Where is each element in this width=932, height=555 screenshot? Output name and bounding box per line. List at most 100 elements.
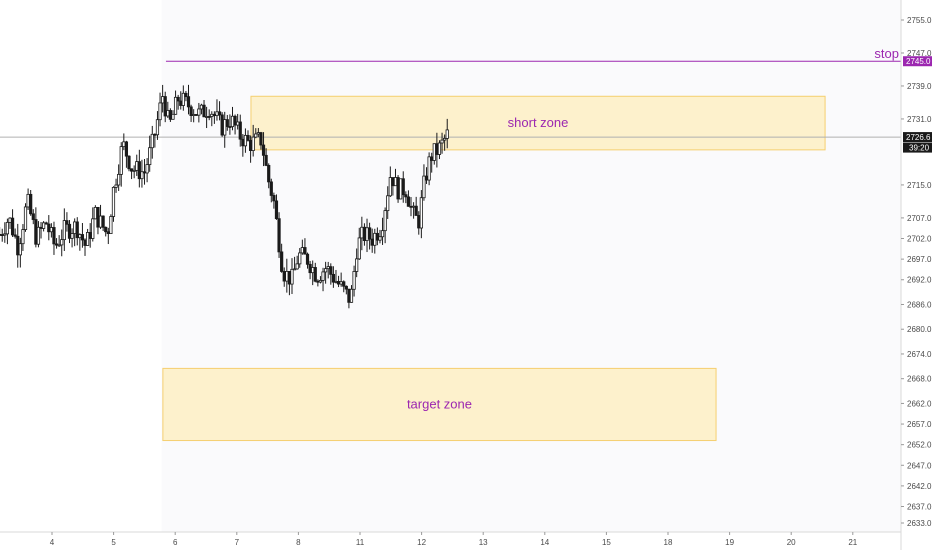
candle-body bbox=[424, 175, 429, 181]
stop-label: stop bbox=[874, 46, 899, 61]
candle-body bbox=[318, 280, 323, 283]
candle-body bbox=[106, 231, 110, 235]
candle-body bbox=[70, 233, 74, 239]
short-zone-box[interactable] bbox=[250, 95, 826, 151]
candle-body bbox=[202, 104, 206, 118]
candle-body bbox=[93, 206, 97, 220]
countdown-tag bbox=[903, 142, 932, 153]
candle-body bbox=[326, 266, 330, 270]
candle-body bbox=[378, 236, 382, 241]
y-tick-label: 2652.0 bbox=[907, 441, 932, 450]
candle-body bbox=[344, 285, 348, 290]
stop-price-tag bbox=[903, 56, 932, 67]
x-tick-label: 7 bbox=[235, 538, 240, 547]
y-tick-label: 2686.0 bbox=[907, 300, 932, 309]
candle-body bbox=[269, 181, 273, 196]
candle-body bbox=[300, 247, 304, 254]
x-tick-label: 14 bbox=[540, 538, 549, 547]
candle-body bbox=[129, 168, 134, 172]
candle-body bbox=[386, 195, 390, 212]
candle-body bbox=[393, 177, 398, 187]
y-tick-label: 2647.0 bbox=[907, 461, 932, 470]
candle-body bbox=[88, 232, 92, 239]
candle-body bbox=[184, 92, 188, 98]
candle-body bbox=[186, 96, 191, 108]
candle-body bbox=[18, 243, 22, 256]
candle-body bbox=[373, 232, 377, 246]
y-tick-label: 2657.0 bbox=[907, 420, 932, 429]
target-zone-box[interactable] bbox=[162, 367, 717, 442]
countdown-tag-label: 39:20 bbox=[909, 144, 930, 153]
candle-body bbox=[399, 178, 403, 200]
candle-body bbox=[124, 141, 129, 157]
y-tick-label: 2697.0 bbox=[907, 255, 932, 264]
candle-body bbox=[163, 96, 167, 117]
candle-body bbox=[194, 114, 198, 116]
candle-body bbox=[119, 146, 123, 175]
x-tick-label: 21 bbox=[848, 538, 857, 547]
x-tick-label: 11 bbox=[356, 538, 365, 547]
candle-body bbox=[347, 288, 351, 303]
x-tick-label: 12 bbox=[417, 538, 426, 547]
candle-body bbox=[411, 205, 416, 208]
candle-body bbox=[375, 232, 379, 241]
candle-body bbox=[117, 173, 121, 186]
candle-body bbox=[303, 247, 307, 255]
candle-body bbox=[406, 196, 411, 207]
candle-body bbox=[199, 104, 204, 110]
current-price-tag-label: 2726.6 bbox=[906, 133, 931, 142]
candle-body bbox=[179, 100, 183, 106]
x-tick-label: 6 bbox=[173, 538, 178, 547]
candle-body bbox=[267, 165, 271, 183]
candle-body bbox=[419, 197, 423, 229]
candle-body bbox=[150, 133, 154, 149]
candle-body bbox=[329, 266, 333, 275]
candle-body bbox=[287, 270, 292, 285]
candle-body bbox=[176, 96, 180, 102]
candle-body bbox=[10, 217, 15, 236]
candle-body bbox=[298, 252, 302, 265]
candle-body bbox=[417, 215, 421, 229]
candle-body bbox=[241, 138, 245, 147]
y-tick-label: 2633.0 bbox=[907, 519, 932, 528]
candle-body bbox=[440, 139, 444, 144]
candle-body bbox=[248, 140, 253, 151]
candle-body bbox=[313, 267, 317, 282]
candle-body bbox=[261, 144, 266, 156]
candle-body bbox=[391, 177, 395, 187]
candle-body bbox=[352, 271, 356, 290]
candle-body bbox=[5, 221, 10, 235]
candle-body bbox=[274, 200, 279, 220]
candle-body bbox=[243, 134, 248, 147]
candle-body bbox=[207, 116, 211, 118]
candle-body bbox=[91, 218, 95, 239]
candle-body bbox=[67, 223, 72, 239]
candle-body bbox=[98, 215, 103, 228]
y-tick-label: 2662.0 bbox=[907, 399, 932, 408]
candle-body bbox=[122, 141, 126, 148]
candle-body bbox=[145, 164, 149, 174]
candle-body bbox=[212, 113, 216, 117]
candle-body bbox=[321, 271, 325, 281]
candle-body bbox=[246, 134, 250, 141]
y-tick-label: 2668.0 bbox=[907, 375, 932, 384]
candle-body bbox=[197, 108, 201, 116]
candle-body bbox=[435, 143, 439, 155]
candle-body bbox=[96, 206, 100, 228]
candle-body bbox=[31, 213, 35, 220]
candle-body bbox=[404, 194, 408, 198]
y-tick-label: 2731.0 bbox=[907, 115, 932, 124]
x-tick-label: 8 bbox=[296, 538, 301, 547]
candle-body bbox=[334, 280, 338, 283]
candle-body bbox=[305, 253, 310, 265]
candle-body bbox=[65, 220, 69, 225]
candle-body bbox=[316, 280, 320, 283]
y-tick-label: 2707.0 bbox=[907, 214, 932, 223]
candle-body bbox=[210, 113, 214, 117]
candle-body bbox=[223, 119, 227, 136]
candle-body bbox=[140, 171, 144, 180]
candle-body bbox=[192, 114, 196, 116]
candle-body bbox=[432, 143, 436, 161]
